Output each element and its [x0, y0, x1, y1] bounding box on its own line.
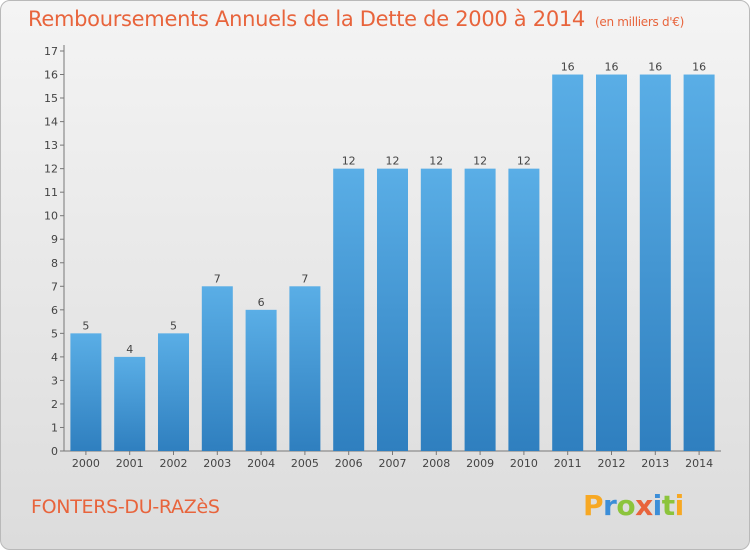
value-label: 6: [258, 296, 265, 309]
y-tick-label: 12: [44, 163, 58, 176]
chart-title-text: Remboursements Annuels de la Dette de 20…: [28, 7, 585, 31]
x-tick-label: 2010: [510, 457, 538, 470]
bar: [552, 74, 584, 451]
value-label: 12: [473, 155, 487, 168]
x-tick-label: 2007: [379, 457, 407, 470]
y-tick-label: 10: [44, 210, 58, 223]
y-tick-label: 1: [51, 421, 58, 434]
logo-letter: i: [652, 489, 663, 522]
value-label: 16: [648, 61, 662, 74]
x-tick-label: 2002: [160, 457, 188, 470]
y-tick-label: 9: [51, 233, 58, 246]
bar: [508, 168, 540, 451]
y-tick-label: 16: [44, 69, 58, 82]
logo-letter: P: [583, 489, 604, 522]
y-tick-label: 17: [44, 45, 58, 58]
x-tick-label: 2004: [247, 457, 275, 470]
logo-letter: t: [661, 489, 675, 522]
value-label: 16: [561, 61, 575, 74]
chart-title: Remboursements Annuels de la Dette de 20…: [28, 7, 684, 31]
y-tick-label: 6: [51, 304, 58, 317]
x-tick-label: 2005: [291, 457, 319, 470]
y-tick-label: 14: [44, 116, 58, 129]
value-label: 12: [429, 155, 443, 168]
y-tick-label: 3: [51, 374, 58, 387]
labels: 2000 5 2001 4 2002 5 2003 7 2004 6 2005 7 2006 12 2007…: [72, 61, 713, 470]
bar: [596, 74, 627, 451]
y-tick-label: 15: [44, 92, 58, 105]
bar: [377, 168, 408, 451]
chart-unit: (en milliers d'€): [595, 15, 685, 29]
logo-letter: i: [674, 489, 685, 522]
value-label: 12: [342, 155, 356, 168]
y-tick-label: 4: [51, 351, 58, 364]
x-tick-label: 2013: [641, 457, 669, 470]
value-label: 7: [301, 272, 308, 285]
bar: [333, 168, 365, 451]
value-label: 12: [517, 155, 531, 168]
logo-letter: r: [603, 489, 617, 522]
value-label: 12: [386, 155, 400, 168]
value-label: 7: [214, 272, 221, 285]
bar: [245, 309, 277, 451]
x-tick-label: 2008: [422, 457, 450, 470]
x-tick-label: 2003: [203, 457, 231, 470]
bar: [420, 168, 452, 451]
logo-letter: o: [616, 489, 636, 522]
logo-letter: x: [635, 489, 653, 522]
y-tick-label: 11: [44, 186, 58, 199]
value-label: 4: [126, 343, 133, 356]
bar: [639, 74, 671, 451]
bar: [70, 333, 102, 451]
value-label: 16: [692, 61, 706, 74]
bars: [70, 74, 715, 451]
bar: [201, 286, 233, 451]
y-tick-label: 5: [51, 327, 58, 340]
value-label: 5: [170, 319, 177, 332]
value-label: 5: [82, 319, 89, 332]
y-tick-label: 13: [44, 139, 58, 152]
y-tick-label: 2: [51, 398, 58, 411]
y-tick-label: 8: [51, 257, 58, 270]
x-tick-label: 2001: [116, 457, 144, 470]
bar: [464, 168, 496, 451]
proxiti-logo: Proxiti: [583, 489, 684, 522]
y-tick-label: 7: [51, 280, 58, 293]
x-tick-label: 2011: [554, 457, 582, 470]
commune-name: FONTERS-DU-RAZèS: [31, 496, 220, 518]
value-label: 16: [605, 61, 619, 74]
x-tick-label: 2000: [72, 457, 100, 470]
y-tick-label: 0: [51, 445, 58, 458]
bar: [158, 333, 189, 451]
x-tick-label: 2012: [598, 457, 626, 470]
x-tick-label: 2009: [466, 457, 494, 470]
bar: [289, 286, 321, 451]
bar: [683, 74, 715, 451]
x-tick-label: 2006: [335, 457, 363, 470]
bar: [114, 356, 146, 451]
x-tick-label: 2014: [685, 457, 713, 470]
